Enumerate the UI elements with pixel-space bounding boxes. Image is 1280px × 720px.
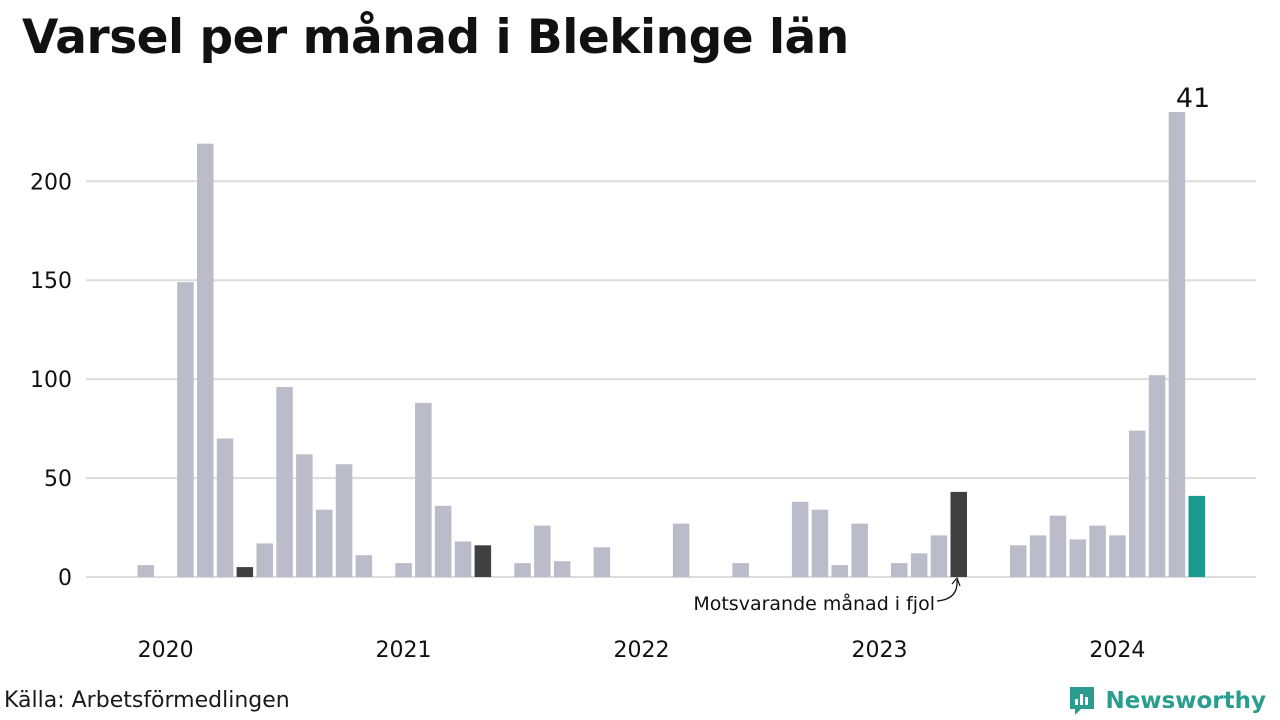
bar-2021-09 xyxy=(553,561,571,577)
bar-2020-09 xyxy=(316,509,333,577)
x-tick-label: 2023 xyxy=(852,638,908,663)
bar-2022-06 xyxy=(732,563,749,577)
bar-2021-01 xyxy=(395,563,412,577)
x-tick-label: 2022 xyxy=(614,638,670,663)
y-tick-label: 100 xyxy=(30,368,72,393)
bar-2019-12 xyxy=(137,565,154,577)
bar-2023-08 xyxy=(1010,545,1027,577)
bar-2024-05 xyxy=(1188,495,1205,577)
bar-2022-03 xyxy=(672,523,690,577)
x-tick-label: 2020 xyxy=(138,638,194,663)
bars xyxy=(137,112,1205,577)
bar-2022-11 xyxy=(831,565,848,577)
highlight-value-label: 41 xyxy=(1176,83,1210,114)
y-tick-label: 150 xyxy=(30,269,72,294)
bar-2021-05 xyxy=(474,545,492,577)
bar-2020-03 xyxy=(197,143,214,577)
bar-2023-12 xyxy=(1089,525,1106,577)
brand-name: Newsworthy xyxy=(1105,688,1266,714)
bar-2021-08 xyxy=(534,525,551,577)
bar-2020-07 xyxy=(276,387,293,577)
bar-2022-10 xyxy=(811,509,829,577)
bar-2023-03 xyxy=(910,553,928,577)
x-tick-label: 2021 xyxy=(376,638,432,663)
bar-2022-12 xyxy=(851,523,868,577)
brand-logo: Newsworthy xyxy=(1067,684,1266,718)
annotation-arrowhead xyxy=(951,576,961,587)
bar-2024-02 xyxy=(1129,430,1146,577)
bar-2023-04 xyxy=(930,535,948,577)
x-axis: 2020 2021 2022 2023 2024 xyxy=(138,638,1146,663)
bar-2024-04 xyxy=(1168,112,1186,577)
bar-2020-02 xyxy=(177,282,194,577)
bar-2020-10 xyxy=(335,464,353,577)
y-axis: 0 50 100 150 200 xyxy=(30,170,72,591)
bar-2024-01 xyxy=(1109,535,1126,577)
bar-2022-09 xyxy=(791,501,809,577)
y-tick-label: 0 xyxy=(58,566,72,591)
annotation-layer: Motsvarande månad i fjol 41 xyxy=(693,83,1210,615)
bar-2021-02 xyxy=(415,402,432,577)
bar-2024-03 xyxy=(1148,375,1166,577)
bar-2021-07 xyxy=(514,563,531,577)
bar-2020-05 xyxy=(236,567,254,577)
x-tick-label: 2024 xyxy=(1089,638,1145,663)
bar-2023-10 xyxy=(1049,515,1067,577)
bar-2023-11 xyxy=(1069,539,1086,577)
bar-2020-08 xyxy=(296,454,313,577)
y-tick-label: 50 xyxy=(44,467,72,492)
bar-2021-03 xyxy=(434,505,452,577)
bar-2023-02 xyxy=(891,563,908,577)
source-text: Källa: Arbetsförmedlingen xyxy=(4,688,290,713)
newsworthy-logo-icon xyxy=(1070,687,1095,715)
bar-2023-09 xyxy=(1029,535,1047,577)
bar-2020-11 xyxy=(355,555,373,577)
bar-2023-05 xyxy=(950,491,967,577)
bar-chart: 0 50 100 150 200 2020 2021 2022 2023 2024 Motsva… xyxy=(30,83,1256,663)
gridlines xyxy=(86,180,1256,578)
bar-2021-04 xyxy=(454,541,472,577)
annotation-arrow xyxy=(936,579,958,602)
bar-2020-06 xyxy=(256,543,273,577)
annotation-text: Motsvarande månad i fjol xyxy=(693,592,935,615)
bar-2021-11 xyxy=(593,547,611,577)
bar-2020-04 xyxy=(216,438,234,577)
chart-title: Varsel per månad i Blekinge län xyxy=(22,10,849,65)
y-tick-label: 200 xyxy=(30,170,72,195)
